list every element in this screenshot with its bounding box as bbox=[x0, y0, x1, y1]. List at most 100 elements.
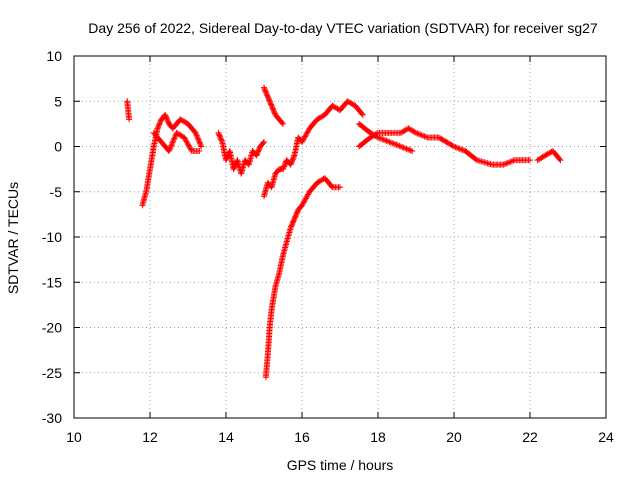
data-point bbox=[256, 146, 263, 153]
data-point bbox=[387, 139, 394, 146]
data-point bbox=[375, 134, 381, 141]
data-point bbox=[452, 144, 459, 151]
data-point bbox=[260, 140, 267, 147]
y-tick-label: 10 bbox=[46, 48, 62, 64]
y-tick-label: -5 bbox=[50, 184, 63, 200]
data-point bbox=[261, 138, 267, 145]
x-tick-label: 18 bbox=[370, 429, 386, 445]
x-axis-label: GPS time / hours bbox=[287, 457, 394, 473]
y-tick-label: 5 bbox=[54, 93, 62, 109]
data-point bbox=[164, 116, 171, 123]
data-point bbox=[394, 142, 401, 149]
y-axis-label: SDTVAR / TECUs bbox=[5, 182, 21, 294]
data-point bbox=[281, 162, 288, 169]
data-point bbox=[155, 122, 162, 129]
data-point bbox=[501, 161, 508, 168]
data-point bbox=[415, 131, 422, 138]
data-point bbox=[418, 132, 425, 139]
data-point bbox=[171, 134, 178, 141]
x-tick-label: 10 bbox=[66, 429, 82, 445]
series-arc-2 bbox=[139, 111, 205, 209]
series-arc-4 bbox=[215, 129, 267, 177]
data-point bbox=[376, 135, 383, 142]
data-point bbox=[280, 164, 287, 171]
data-point bbox=[157, 118, 164, 125]
data-point bbox=[414, 130, 421, 137]
x-tick-label: 20 bbox=[446, 429, 462, 445]
data-point bbox=[290, 218, 297, 225]
data-point bbox=[510, 157, 517, 164]
data-point bbox=[193, 132, 200, 139]
data-point bbox=[162, 111, 169, 118]
data-point bbox=[290, 217, 297, 224]
data-point bbox=[392, 141, 399, 148]
data-point bbox=[281, 163, 288, 170]
data-point bbox=[195, 136, 202, 143]
data-point bbox=[253, 152, 260, 159]
data-point bbox=[504, 159, 511, 166]
data-point bbox=[359, 111, 366, 118]
data-point bbox=[262, 87, 269, 94]
data-point bbox=[167, 145, 174, 152]
data-point bbox=[389, 140, 396, 147]
data-point bbox=[449, 142, 456, 149]
data-point bbox=[407, 147, 414, 154]
data-point bbox=[337, 184, 343, 191]
data-point bbox=[451, 143, 457, 150]
data-point bbox=[386, 138, 393, 145]
data-point bbox=[265, 95, 272, 102]
data-point bbox=[261, 84, 267, 91]
data-point bbox=[289, 219, 296, 226]
data-point bbox=[557, 157, 564, 164]
x-tick-label: 12 bbox=[142, 429, 158, 445]
data-point bbox=[400, 144, 407, 151]
data-point bbox=[288, 222, 295, 229]
data-point bbox=[290, 155, 297, 162]
data-point bbox=[263, 89, 270, 96]
x-tick-label: 16 bbox=[294, 429, 310, 445]
series-arc-1 bbox=[124, 98, 133, 123]
data-point bbox=[261, 85, 268, 92]
data-point bbox=[294, 209, 301, 216]
data-point bbox=[287, 224, 294, 231]
data-point bbox=[397, 143, 404, 150]
data-point bbox=[264, 92, 271, 99]
data-point bbox=[197, 140, 204, 147]
data-point bbox=[390, 140, 397, 147]
data-point bbox=[253, 151, 260, 158]
data-point bbox=[194, 133, 201, 140]
data-point bbox=[168, 141, 175, 148]
data-point bbox=[268, 102, 275, 109]
data-point bbox=[556, 155, 563, 162]
data-point bbox=[270, 106, 277, 113]
data-point bbox=[194, 135, 201, 142]
data-point bbox=[126, 116, 133, 123]
series-arc-7 bbox=[262, 175, 343, 381]
data-point bbox=[377, 135, 384, 142]
data-point bbox=[198, 143, 205, 150]
data-point bbox=[218, 136, 225, 143]
data-point bbox=[289, 157, 296, 164]
data-point bbox=[456, 145, 463, 152]
data-point bbox=[421, 133, 428, 140]
data-point bbox=[271, 109, 278, 116]
data-point bbox=[289, 221, 296, 228]
data-point bbox=[270, 107, 277, 114]
data-point bbox=[396, 142, 403, 149]
series-arc-6 bbox=[261, 98, 366, 200]
data-point bbox=[399, 144, 406, 151]
data-point bbox=[472, 156, 479, 163]
data-point bbox=[264, 93, 271, 100]
data-point bbox=[507, 158, 514, 165]
data-point bbox=[406, 146, 413, 153]
data-point bbox=[170, 138, 177, 145]
data-point bbox=[267, 100, 274, 107]
data-point bbox=[288, 223, 295, 230]
data-point bbox=[265, 96, 272, 103]
series-arc-5 bbox=[261, 84, 286, 127]
data-point bbox=[255, 148, 262, 155]
data-point bbox=[453, 144, 460, 151]
chart-title: Day 256 of 2022, Sidereal Day-to-day VTE… bbox=[88, 20, 598, 36]
data-point bbox=[404, 146, 411, 153]
data-point bbox=[503, 160, 510, 167]
